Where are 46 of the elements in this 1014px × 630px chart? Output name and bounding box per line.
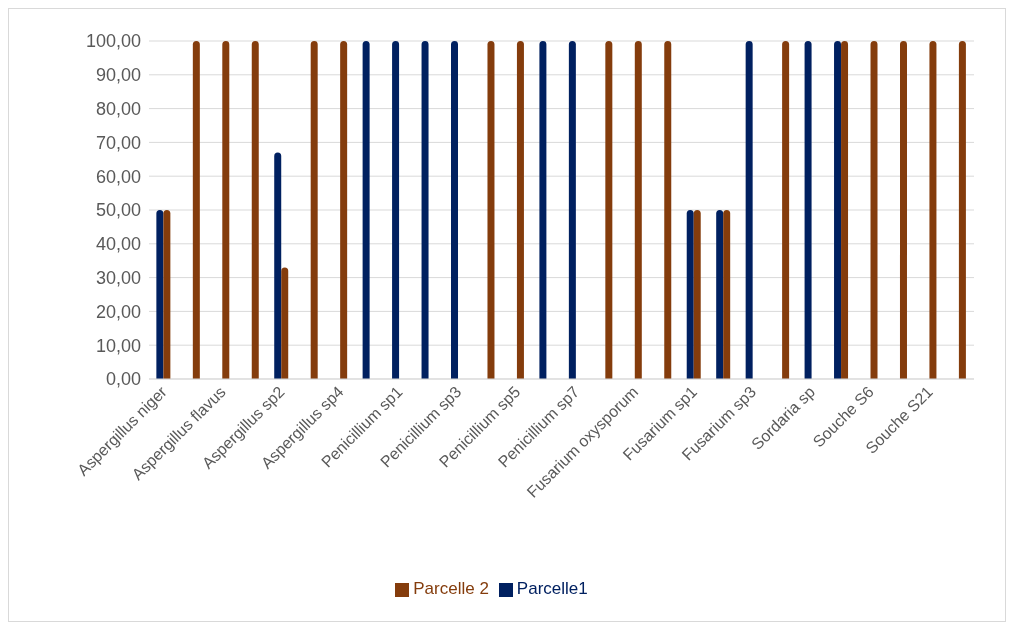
legend-label: Parcelle 2: [413, 579, 489, 598]
bar: [634, 41, 642, 379]
bar: [745, 41, 753, 379]
bar: [487, 41, 495, 379]
bar: [274, 152, 282, 379]
bar: [723, 210, 731, 379]
y-tick-label: 20,00: [95, 301, 141, 322]
bar: [392, 41, 400, 379]
bar: [251, 41, 259, 379]
bar: [929, 41, 937, 379]
bar: [686, 210, 694, 379]
bar: [664, 41, 672, 379]
bar: [421, 41, 429, 379]
bar: [516, 41, 524, 379]
y-tick-label: 40,00: [95, 234, 141, 255]
bar: [163, 210, 171, 379]
y-tick-label: 10,00: [95, 335, 141, 356]
bar: [156, 210, 164, 379]
y-tick-label: 100,00: [85, 31, 141, 52]
y-tick-label: 30,00: [95, 267, 141, 288]
bar: [782, 41, 790, 379]
y-tick-label: 70,00: [95, 132, 141, 153]
bar: [804, 41, 812, 379]
y-tick-label: 80,00: [95, 98, 141, 119]
bar: [451, 41, 459, 379]
bar: [362, 41, 370, 379]
legend-label: Parcelle1: [516, 579, 588, 598]
bar: [716, 210, 724, 379]
bar: [958, 41, 966, 379]
bar: [834, 41, 842, 379]
bar: [605, 41, 613, 379]
bar: [281, 267, 289, 379]
y-tick-label: 60,00: [95, 166, 141, 187]
bar: [192, 41, 200, 379]
y-tick-label: 90,00: [95, 65, 141, 86]
bar: [310, 41, 318, 379]
bar: [870, 41, 878, 379]
y-tick-label: 50,00: [95, 200, 141, 221]
bar: [539, 41, 547, 379]
bar: [222, 41, 230, 379]
y-tick-label: 0,00: [105, 369, 141, 390]
bar: [568, 41, 576, 379]
bar: [899, 41, 907, 379]
bar: [693, 210, 701, 379]
bar: [340, 41, 348, 379]
bar: [841, 41, 849, 379]
